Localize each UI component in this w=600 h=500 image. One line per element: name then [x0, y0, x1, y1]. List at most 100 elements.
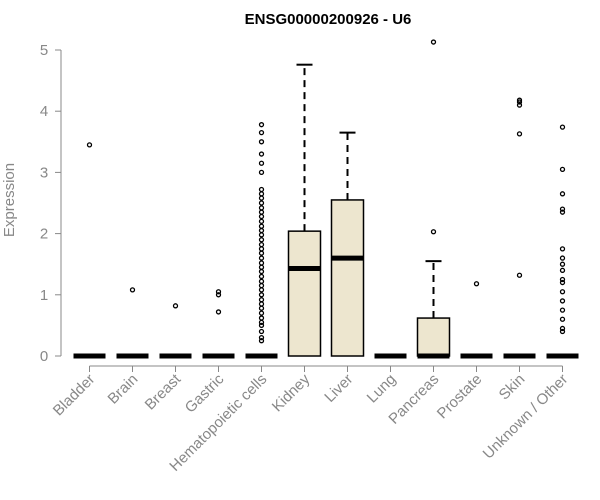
y-tick-label: 3 [40, 164, 48, 181]
outlier-point [258, 246, 265, 252]
x-tick-label: Bladder [50, 371, 99, 420]
outlier-point [258, 209, 265, 215]
outlier-point [258, 278, 265, 284]
outlier-point [258, 260, 265, 266]
x-tick-label: Liver [321, 371, 356, 406]
outlier-point [258, 232, 265, 238]
y-axis-label: Expression [1, 163, 18, 237]
outlier-point [258, 241, 265, 248]
outlier-point [516, 272, 523, 278]
outlier-point [258, 315, 265, 321]
outlier-point [559, 298, 566, 304]
outlier-point [258, 268, 265, 275]
box-rect [287, 230, 322, 357]
x-tick-label: Prostate [434, 371, 486, 423]
outlier-point [559, 166, 566, 172]
outlier-point [258, 129, 265, 136]
boxes-group [73, 39, 579, 359]
outlier-point [258, 151, 265, 157]
x-tick-label: Brain [105, 371, 142, 408]
outlier-point [258, 186, 265, 193]
outlier-point [258, 255, 265, 261]
outlier-point [258, 338, 265, 344]
outlier-point [258, 287, 265, 293]
outlier-point [129, 287, 136, 293]
outlier-point [258, 227, 265, 234]
outlier-point [258, 223, 265, 229]
outlier-point [430, 39, 437, 45]
outlier-point [258, 195, 265, 201]
outlier-point [215, 292, 222, 298]
outlier-point [258, 264, 265, 270]
box-gastric [202, 289, 235, 359]
outlier-point [473, 281, 480, 287]
box-bladder [73, 142, 106, 359]
outlier-point [559, 124, 566, 130]
outlier-point [430, 229, 437, 235]
outlier-point [559, 209, 566, 215]
outlier-point [172, 303, 179, 309]
y-tick-label: 1 [40, 287, 48, 304]
outlier-point [258, 273, 265, 280]
y-tick-label: 5 [40, 42, 48, 59]
y-tick-label: 2 [40, 226, 48, 243]
y-axis: 0 1 2 3 4 5 [40, 42, 62, 365]
x-tick-label: Kidney [269, 370, 314, 415]
outlier-point [258, 218, 265, 225]
outlier-point [86, 142, 93, 148]
y-tick-label: 4 [40, 103, 48, 120]
outlier-point [258, 328, 265, 335]
box-rect [330, 199, 365, 357]
outlier-point [258, 160, 265, 166]
outlier-point [258, 319, 265, 325]
box-rect [416, 317, 451, 357]
outlier-point [215, 289, 222, 295]
outlier-point [559, 289, 566, 295]
outlier-point [559, 276, 566, 283]
outlier-point [559, 246, 566, 252]
outlier-point [215, 309, 222, 315]
x-tick-label: Breast [142, 370, 185, 413]
box-liver [330, 131, 365, 357]
outlier-point [258, 191, 265, 197]
outlier-point [258, 297, 265, 303]
box-skin [503, 97, 536, 359]
outlier-point [559, 206, 566, 212]
outlier-point [258, 250, 265, 256]
outlier-point [258, 205, 265, 211]
outlier-point [258, 301, 265, 307]
outlier-point [559, 191, 566, 197]
box-hematopoietic-cells [245, 122, 278, 359]
x-tick-label: Skin [496, 371, 529, 404]
box-breast [159, 303, 192, 359]
outlier-point [258, 292, 265, 298]
outlier-point [559, 267, 566, 273]
box-pancreas [416, 39, 451, 359]
outlier-point [258, 310, 265, 316]
chart-title: ENSG00000200926 - U6 [245, 11, 412, 28]
outlier-point [559, 279, 566, 286]
outlier-point [258, 334, 265, 341]
outlier-point [516, 131, 523, 137]
box-unknown-other [546, 124, 579, 359]
outlier-point [559, 307, 566, 313]
outlier-point [516, 102, 523, 108]
outlier-point [559, 316, 566, 322]
outlier-point [258, 139, 265, 145]
x-tick-label: Lung [364, 371, 400, 407]
outlier-point [559, 328, 566, 335]
outlier-point [258, 305, 265, 311]
outlier-point [258, 200, 265, 206]
outlier-point [258, 169, 265, 176]
box-prostate [460, 281, 493, 359]
outlier-point [258, 213, 265, 220]
outlier-point [258, 122, 265, 128]
outlier-point [258, 237, 265, 243]
outlier-point [559, 261, 566, 267]
box-brain [116, 287, 149, 359]
outlier-point [516, 97, 523, 103]
y-tick-label: 0 [40, 348, 48, 365]
outlier-point [559, 325, 566, 332]
